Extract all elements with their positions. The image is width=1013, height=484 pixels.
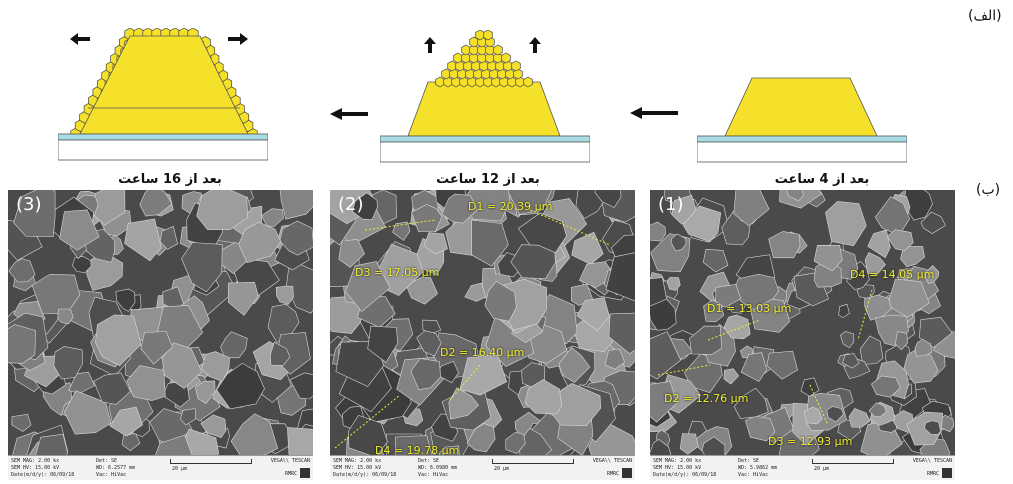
- arrow-left-icon: [630, 107, 678, 119]
- stage-4h-caption: بعد از 4 ساعت: [752, 172, 892, 187]
- panel-label-a: (الف): [968, 8, 1002, 24]
- substrate-coating: [380, 136, 590, 142]
- sem-micrograph: [330, 190, 635, 455]
- hexagon-crystal: [442, 69, 451, 79]
- stage-4h-diagram: [697, 72, 907, 164]
- tescan-logo-icon: [942, 468, 952, 478]
- sem-micrograph: [8, 190, 313, 455]
- scale-bar: [170, 459, 252, 464]
- sem-footer: SEM MAG: 2.00 kx SEM HV: 15.00 kV Date(m/d…: [650, 455, 955, 480]
- sem-image-3: (3) SEM MAG: 2.00 kx SEM HV: 15.00 kV Date…: [8, 190, 313, 480]
- arrow-right-icon: [228, 33, 248, 45]
- sem-image-2: (2) D1 = 20.39 µm D2 = 16.40 µm D3 = 17.…: [330, 190, 635, 480]
- substrate: [380, 142, 590, 162]
- hexagon-crystal: [454, 53, 463, 63]
- hexagon-crystal: [512, 61, 521, 71]
- hexagon-crystal: [436, 77, 445, 87]
- arrow-left-icon: [330, 108, 368, 120]
- measurement-label: D1 = 20.39 µm: [468, 200, 552, 213]
- crystal-film: [725, 78, 877, 136]
- substrate-coating: [58, 134, 268, 140]
- sem-image-number: (3): [16, 194, 42, 215]
- substrate: [697, 142, 907, 162]
- hexagon-crystal: [476, 30, 485, 40]
- hexagon-crystal: [502, 53, 511, 63]
- scale-bar: [812, 459, 894, 464]
- hexagon-crystal: [448, 61, 457, 71]
- crystal-cluster: [436, 30, 533, 87]
- stage-16h-caption: بعد از 16 ساعت: [100, 172, 240, 187]
- sem-micrograph: [650, 190, 955, 455]
- arrow-up-icon: [529, 37, 541, 53]
- hexagon-crystal: [524, 77, 533, 87]
- substrate-coating: [697, 136, 907, 142]
- measurement-label: D3 = 17.05 µm: [355, 266, 439, 279]
- measurement-label: D4 = 14.05 µm: [850, 268, 934, 281]
- hexagon-crystal: [462, 45, 471, 55]
- tescan-logo-icon: [622, 468, 632, 478]
- grain: [287, 427, 313, 455]
- tescan-logo-icon: [300, 468, 310, 478]
- sem-footer: SEM MAG: 2.00 kx SEM HV: 15.00 kV Date(m/d…: [330, 455, 635, 480]
- crystal-film: [80, 36, 248, 134]
- panel-label-b: (ب): [976, 182, 1000, 198]
- sem-image-1: (1) D1 = 13.03 µm D2 = 12.76 µm D3 = 12.…: [650, 190, 955, 480]
- measurement-label: D2 = 12.76 µm: [664, 392, 748, 405]
- arrow-up-icon: [424, 37, 436, 53]
- grain: [36, 434, 68, 455]
- hexagon-crystal: [484, 30, 493, 40]
- measurement-label: D2 = 16.40 µm: [440, 346, 524, 359]
- hexagon-crystal: [494, 45, 503, 55]
- substrate: [58, 140, 268, 160]
- sem-footer: SEM MAG: 2.00 kx SEM HV: 15.00 kV Date(m/d…: [8, 455, 313, 480]
- measurement-label: D1 = 13.03 µm: [707, 302, 791, 315]
- crystal-film: [408, 82, 560, 136]
- stage-12h-diagram: [380, 30, 590, 165]
- stage-12h-caption: بعد از 12 ساعت: [418, 172, 558, 187]
- measurement-label: D3 = 12.93 µm: [768, 435, 852, 448]
- arrow-left-icon: [70, 33, 90, 45]
- scale-bar: [492, 459, 574, 464]
- sem-image-number: (1): [658, 194, 684, 215]
- stage-16h-diagram: [58, 28, 268, 165]
- sem-image-number: (2): [338, 194, 364, 215]
